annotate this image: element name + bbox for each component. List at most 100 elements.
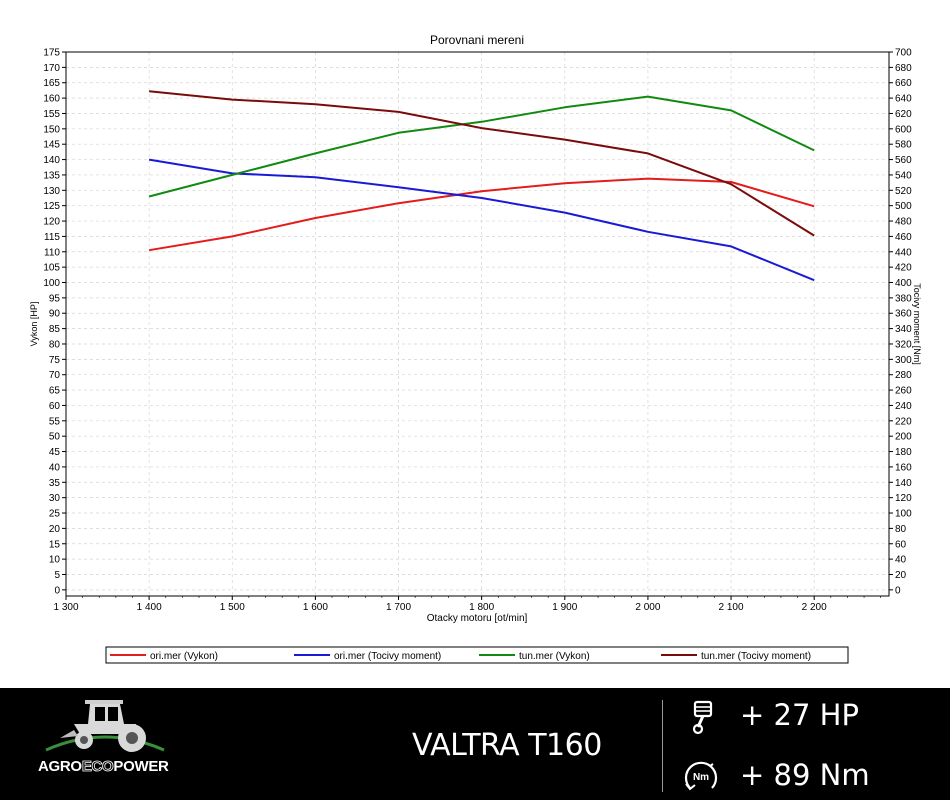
y-right-tick-label: 80 bbox=[895, 524, 907, 535]
x-tick-label: 1 300 bbox=[53, 602, 78, 613]
x-tick-label: 1 700 bbox=[386, 602, 411, 613]
y-left-tick-label: 175 bbox=[43, 48, 60, 59]
y-left-tick-label: 155 bbox=[43, 109, 60, 120]
chart-title: Porovnani mereni bbox=[430, 33, 524, 47]
brand-logo-text: AGROECOPOWER bbox=[38, 758, 169, 776]
y-left-tick-label: 160 bbox=[43, 94, 60, 105]
y-right-tick-label: 340 bbox=[895, 324, 912, 335]
y-left-tick-label: 20 bbox=[49, 524, 61, 535]
y-left-tick-label: 65 bbox=[49, 386, 61, 397]
y-right-tick-label: 620 bbox=[895, 109, 912, 120]
y-right-tick-label: 600 bbox=[895, 124, 912, 135]
series-lines bbox=[148, 90, 815, 282]
y-right-tick-label: 540 bbox=[895, 170, 912, 181]
y-left-tick-label: 25 bbox=[49, 509, 61, 520]
x-tick-label: 2 000 bbox=[635, 602, 660, 613]
y-right-tick-label: 400 bbox=[895, 278, 912, 289]
y-right-tick-label: 440 bbox=[895, 247, 912, 258]
y-left-tick-label: 105 bbox=[43, 263, 60, 274]
footer-banner: AGROECOPOWER VALTRA T160 + 27 HP Nm + 89… bbox=[0, 688, 950, 800]
y-left-tick-label: 100 bbox=[43, 278, 60, 289]
y-left-tick-label: 165 bbox=[43, 78, 60, 89]
x-tick-label: 1 900 bbox=[552, 602, 577, 613]
y-right-tick-label: 680 bbox=[895, 63, 912, 74]
y-right-tick-label: 100 bbox=[895, 509, 912, 520]
y-left-tick-label: 130 bbox=[43, 186, 60, 197]
y-right-tick-label: 0 bbox=[895, 585, 901, 596]
legend-label: ori.mer (Vykon) bbox=[150, 651, 218, 662]
x-tick-label: 1 400 bbox=[137, 602, 162, 613]
piston-icon bbox=[692, 700, 713, 735]
y-axis-left-label: Vykon [HP] bbox=[29, 302, 39, 347]
y-right-tick-label: 500 bbox=[895, 201, 912, 212]
y-left-tick-label: 70 bbox=[49, 370, 61, 381]
brand-part-eco: ECO bbox=[81, 758, 114, 776]
y-left-tick-label: 95 bbox=[49, 293, 61, 304]
y-right-tick-label: 240 bbox=[895, 401, 912, 412]
divider bbox=[662, 700, 663, 792]
y-right-tick-label: 60 bbox=[895, 539, 907, 550]
brand-part-power: POWER bbox=[113, 758, 169, 775]
x-tick-label: 1 800 bbox=[469, 602, 494, 613]
y-left-tick-label: 120 bbox=[43, 217, 60, 228]
legend-label: tun.mer (Tocivy moment) bbox=[701, 651, 811, 662]
y-left-tick-label: 30 bbox=[49, 493, 61, 504]
plot-area bbox=[65, 51, 890, 597]
y-right-tick-label: 700 bbox=[895, 48, 912, 59]
y-left-tick-label: 150 bbox=[43, 124, 60, 135]
y-right-tick-label: 520 bbox=[895, 186, 912, 197]
y-left-tick-label: 75 bbox=[49, 355, 61, 366]
x-tick-label: 2 100 bbox=[719, 602, 744, 613]
y-right-tick-label: 160 bbox=[895, 462, 912, 473]
left-axis: 0 5 10 15 20 25 30 35 40 45 50 55 60 65 70 75 80 85 90 95 10… bbox=[43, 48, 66, 596]
y-left-tick-label: 45 bbox=[49, 447, 61, 458]
y-left-tick-label: 35 bbox=[49, 478, 61, 489]
y-left-tick-label: 85 bbox=[49, 324, 61, 335]
y-right-tick-label: 480 bbox=[895, 217, 912, 228]
legend bbox=[105, 646, 849, 664]
y-right-tick-label: 220 bbox=[895, 416, 912, 427]
y-right-tick-label: 20 bbox=[895, 570, 907, 581]
y-right-tick-label: 460 bbox=[895, 232, 912, 243]
tractor-icon bbox=[45, 700, 165, 752]
y-right-tick-label: 580 bbox=[895, 140, 912, 151]
x-axis-label: Otacky motoru [ot/min] bbox=[427, 613, 528, 624]
y-left-tick-label: 110 bbox=[44, 247, 60, 258]
power-gain: + 27 HP bbox=[740, 698, 859, 732]
y-left-tick-label: 5 bbox=[54, 570, 60, 581]
legend-label: ori.mer (Tocivy moment) bbox=[334, 651, 441, 662]
y-right-tick-label: 380 bbox=[895, 293, 912, 304]
y-left-tick-label: 60 bbox=[49, 401, 61, 412]
x-tick-label: 1 500 bbox=[220, 602, 245, 613]
y-axis-right-label: Tocivy moment [Nm] bbox=[912, 283, 922, 365]
series-line-2 bbox=[148, 158, 815, 282]
grid bbox=[65, 51, 889, 596]
y-right-tick-label: 300 bbox=[895, 355, 912, 366]
y-right-tick-label: 560 bbox=[895, 155, 912, 166]
y-left-tick-label: 170 bbox=[43, 63, 60, 74]
series-line-3 bbox=[148, 95, 815, 198]
torque-gain: + 89 Nm bbox=[740, 758, 870, 792]
y-right-tick-label: 640 bbox=[895, 94, 912, 105]
y-right-tick-label: 280 bbox=[895, 370, 912, 381]
y-left-tick-label: 15 bbox=[49, 539, 61, 550]
y-left-tick-label: 50 bbox=[49, 432, 61, 443]
y-left-tick-label: 90 bbox=[49, 309, 61, 320]
x-tick-label: 1 600 bbox=[303, 602, 328, 613]
y-right-tick-label: 260 bbox=[895, 386, 912, 397]
right-axis: 0 20 40 60 80 100 120 140 160 180 200 220 240 260 280 3… bbox=[889, 48, 912, 596]
y-left-tick-label: 55 bbox=[49, 416, 61, 427]
y-left-tick-label: 10 bbox=[49, 555, 61, 566]
y-left-tick-label: 125 bbox=[43, 201, 60, 212]
y-right-tick-label: 200 bbox=[895, 432, 912, 443]
torque-icon-label: Nm bbox=[693, 772, 709, 783]
brand-part-agro: AGRO bbox=[38, 758, 82, 775]
y-right-tick-label: 120 bbox=[895, 493, 912, 504]
y-left-tick-label: 0 bbox=[54, 585, 60, 596]
y-right-tick-label: 180 bbox=[895, 447, 912, 458]
y-left-tick-label: 80 bbox=[49, 339, 61, 350]
legend-entries: ori.mer (Vykon) ori.mer (Tocivy moment) tu… bbox=[110, 651, 811, 662]
y-left-tick-label: 135 bbox=[43, 170, 60, 181]
y-left-tick-label: 40 bbox=[49, 462, 61, 473]
series-line-1 bbox=[148, 177, 815, 252]
